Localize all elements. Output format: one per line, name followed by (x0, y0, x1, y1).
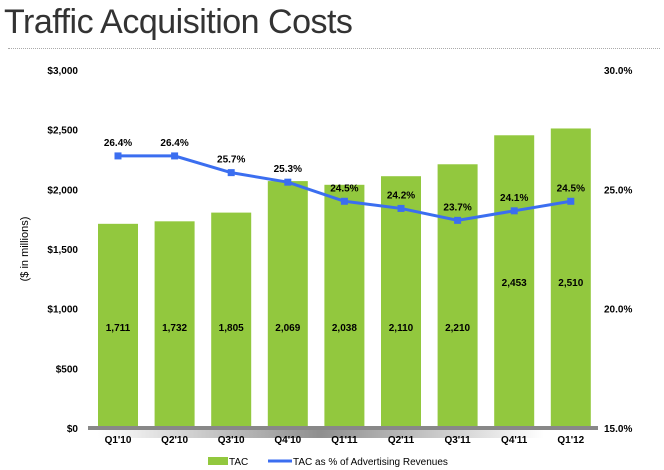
bar-Q1'10 (98, 223, 138, 428)
bar-data-label: 2,210 (445, 323, 470, 334)
bar-data-label: 2,110 (389, 323, 414, 334)
legend-label-tac: TAC (229, 457, 248, 468)
line-data-label: 25.3% (274, 164, 302, 175)
bar-data-label: 1,805 (219, 323, 244, 334)
axis-shadow (98, 430, 544, 438)
bar-data-label: 2,510 (558, 278, 583, 289)
bar-Q1'11 (324, 184, 365, 428)
legend-label-percent: TAC as % of Advertising Revenues (293, 457, 448, 468)
x-tick-label: Q1'11 (331, 435, 358, 446)
line-marker-Q1'11 (340, 197, 348, 205)
x-tick-label: Q2'10 (161, 435, 188, 446)
line-data-label: 26.4% (160, 138, 188, 149)
x-tick-label: Q3'10 (218, 435, 245, 446)
line-marker-Q3'10 (227, 169, 235, 177)
line-data-label: 23.7% (443, 202, 471, 213)
line-data-label: 24.2% (387, 190, 415, 201)
y-tick-label: $0 (67, 424, 79, 435)
bar-Q3'11 (437, 164, 478, 429)
line-marker-Q1'10 (114, 152, 122, 160)
x-tick-label: Q1'12 (557, 435, 584, 446)
x-tick-label: Q4'10 (274, 435, 301, 446)
bar-data-label: 2,038 (332, 323, 357, 334)
x-tick-label: Q4'11 (501, 435, 528, 446)
line-marker-Q4'11 (510, 207, 518, 215)
bar-Q2'11 (381, 176, 421, 428)
line-data-label: 24.1% (500, 193, 528, 204)
y-tick-label: $2,500 (47, 126, 78, 137)
bar-data-label: 1,711 (106, 323, 131, 334)
line-marker-Q4'10 (284, 178, 292, 186)
bar-data-label: 1,732 (162, 323, 187, 334)
title-divider (8, 48, 660, 49)
line-data-label: 24.5% (557, 183, 585, 194)
page-title: Traffic Acquisition Costs (4, 3, 353, 41)
bar-Q3'10 (211, 212, 252, 428)
x-tick-label: Q1'10 (105, 435, 132, 446)
y-tick-label: $3,000 (47, 66, 78, 77)
line-data-label: 26.4% (104, 138, 132, 149)
line-marker-Q1'12 (567, 197, 575, 205)
bar-Q2'10 (154, 221, 195, 428)
bar-Q4'10 (267, 181, 308, 428)
line-marker-Q3'11 (454, 216, 462, 224)
line-marker-Q2'11 (397, 204, 405, 212)
y2-tick-label: 25.0% (604, 185, 632, 196)
x-tick-label: Q3'11 (444, 435, 471, 446)
y-tick-label: $2,000 (47, 185, 78, 196)
bar-Q1'12 (550, 128, 591, 428)
legend-swatch-tac (208, 457, 228, 465)
line-marker-Q2'10 (171, 152, 179, 160)
y-tick-label: $1,000 (47, 305, 78, 316)
bar-data-label: 2,453 (502, 278, 527, 289)
y-tick-label: $1,500 (47, 245, 78, 256)
bar-data-label: 2,069 (275, 323, 300, 334)
y2-tick-label: 15.0% (604, 424, 632, 435)
y-axis-label: ($ in millions) (19, 217, 31, 282)
x-tick-label: Q2'11 (388, 435, 415, 446)
y2-tick-label: 20.0% (604, 305, 632, 316)
y-tick-label: $500 (56, 364, 79, 375)
line-data-label: 25.7% (217, 155, 245, 166)
line-data-label: 24.5% (330, 183, 358, 194)
bar-Q4'11 (494, 135, 535, 428)
y2-tick-label: 30.0% (604, 66, 632, 77)
